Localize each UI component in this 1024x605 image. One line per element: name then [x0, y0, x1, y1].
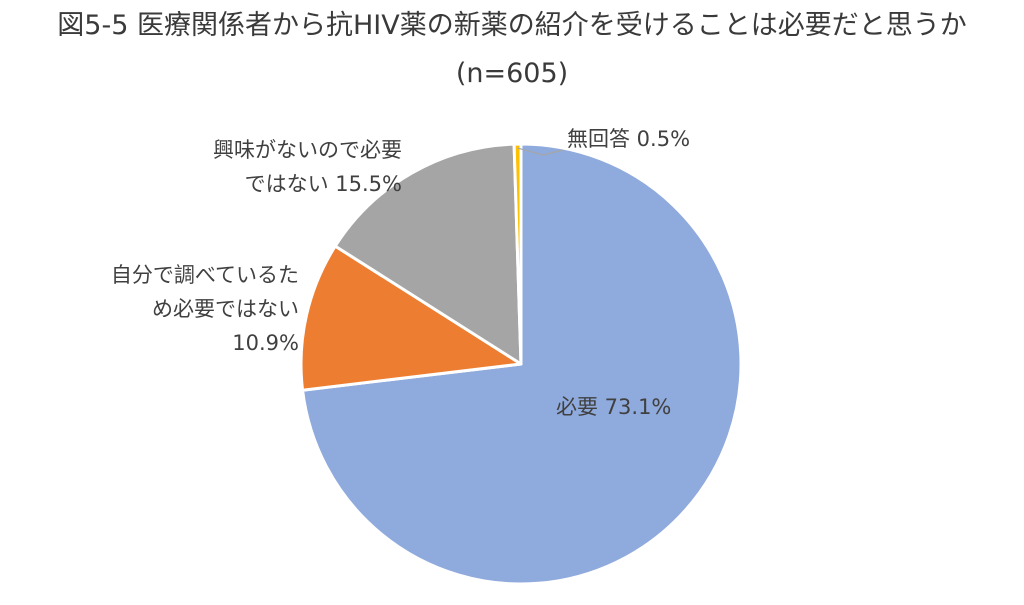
- slice-label-no-interest-line-1: 興味がないので必要: [213, 138, 402, 162]
- slice-label-no-answer-text: 無回答 0.5%: [567, 127, 691, 151]
- slice-label-self-research-line-3: 10.9%: [232, 331, 299, 355]
- pie-slice-no-answer: [512, 142, 523, 366]
- leader-line-no-answer: [517, 147, 564, 156]
- slice-label-self-research: 自分で調べているた め必要ではない 10.9%: [111, 258, 299, 360]
- pie-slice-no-interest: [333, 142, 523, 366]
- slice-label-self-research-line-1: 自分で調べているた: [110, 263, 299, 287]
- slice-label-no-answer: 無回答 0.5%: [567, 122, 690, 156]
- slice-label-self-research-line-2: め必要ではない: [152, 297, 299, 321]
- pie-slice-self-research: [299, 244, 523, 392]
- slice-label-necessary: 必要 73.1%: [556, 390, 671, 424]
- chart-subtitle: (n=605): [455, 58, 569, 89]
- slice-label-necessary-text: 必要 73.1%: [556, 395, 672, 419]
- slice-label-no-interest: 興味がないので必要 ではない 15.5%: [213, 133, 402, 201]
- slice-label-no-interest-line-2: ではない 15.5%: [244, 172, 402, 196]
- chart-title: 図5-5 医療関係者から抗HIV薬の新薬の紹介を受けることは必要だと思うか: [57, 10, 967, 41]
